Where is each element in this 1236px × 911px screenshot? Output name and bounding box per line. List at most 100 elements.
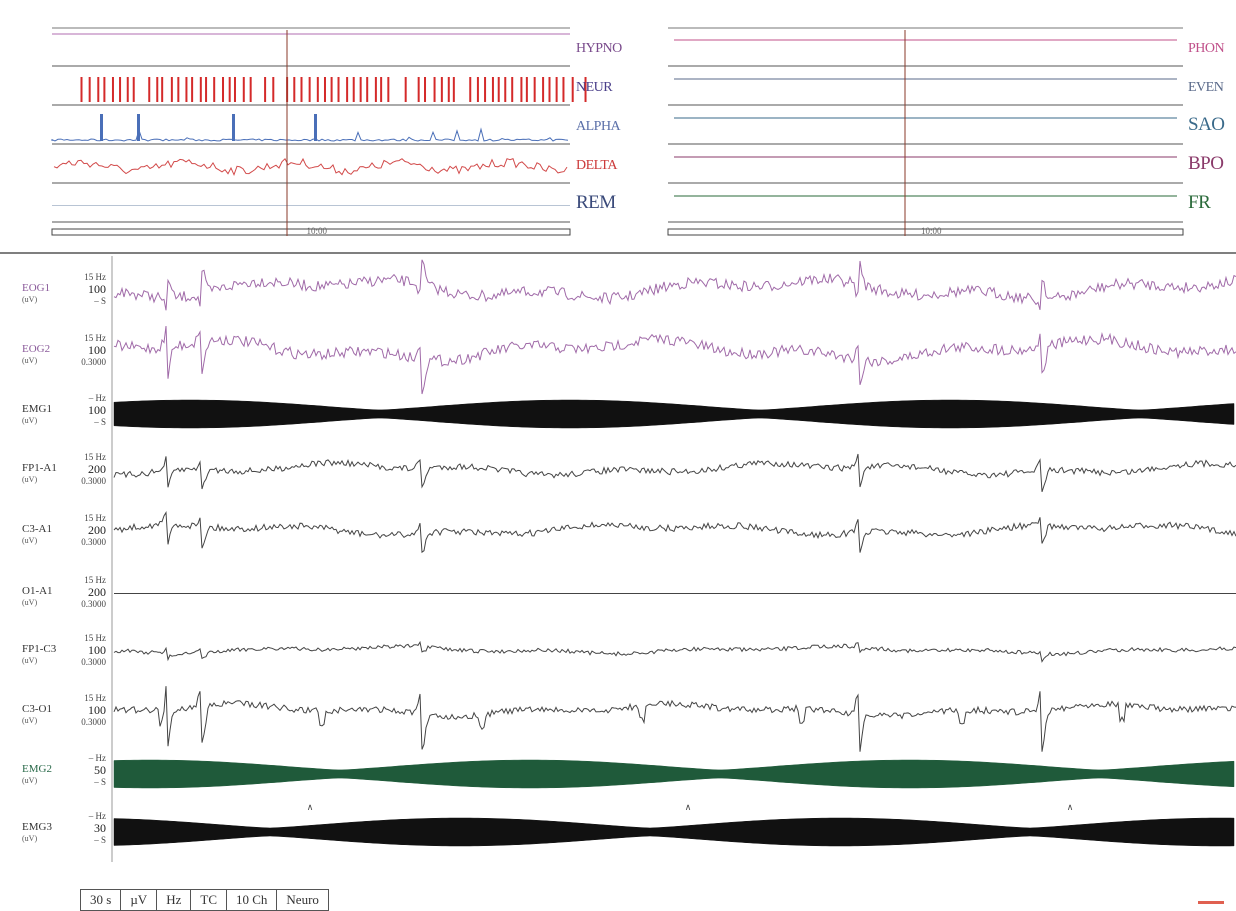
neur-event-bar [562, 77, 565, 102]
neur-event-bar [346, 77, 349, 102]
neur-event-bar [205, 77, 208, 102]
neur-event-bar [525, 77, 528, 102]
alpha-spike [137, 114, 140, 141]
scale-mid: 100 [88, 403, 106, 417]
channel-scale-emg3[interactable]: – Hz 30– S [74, 812, 106, 848]
trace-eog1 [113, 259, 1236, 311]
channel-label-c3o1[interactable]: C3-O1 (uV) [22, 704, 52, 726]
scale-mid: 100 [88, 703, 106, 717]
neur-event-bar [170, 77, 173, 102]
scale-mid: 200 [88, 584, 106, 599]
scale-bot: 0.3000 [81, 598, 106, 609]
neur-event-bar [476, 77, 479, 102]
amplitude-button[interactable]: µV [121, 890, 158, 910]
channel-label-emg2[interactable]: EMG2 (uV) [22, 764, 52, 786]
neur-event-bar [417, 77, 420, 102]
scale-top: 15 Hz [84, 333, 106, 343]
neur-event-bar [504, 77, 507, 102]
channel-name: EOG1 [22, 282, 51, 294]
channel-unit: (uV) [22, 656, 38, 665]
channel-name: EOG2 [22, 343, 51, 355]
left-track-label-hypno: HYPNO [576, 41, 622, 56]
neur-event-bar [111, 77, 114, 102]
channel-label-fp1c3[interactable]: FP1-C3 (uV) [22, 644, 56, 666]
neur-event-bar [555, 77, 558, 102]
neur-event-bar [161, 77, 164, 102]
channel-scale-fp1a1[interactable]: 15 Hz 200 0.3000 [74, 453, 106, 489]
neur-event-bar [233, 77, 236, 102]
trace-fp1a1 [113, 453, 1236, 493]
neur-event-bar [148, 77, 151, 102]
channel-label-emg3[interactable]: EMG3 (uV) [22, 822, 52, 844]
neur-event-bar [548, 77, 551, 102]
scale-mid: 200 [88, 462, 106, 476]
scale-mid: 100 [88, 282, 106, 296]
channel-unit: (uV) [22, 356, 38, 365]
montage-button[interactable]: Neuro [277, 890, 328, 910]
channel-label-emg1[interactable]: EMG1 (uV) [22, 404, 52, 426]
channel-scale-fp1c3[interactable]: 15 Hz 100 0.3000 [74, 634, 106, 670]
left-timebar[interactable] [51, 228, 571, 236]
channel-scale-eog2[interactable]: 15 Hz 100 0.3000 [74, 334, 106, 370]
channel-label-eog2[interactable]: EOG2 (uV) [22, 344, 50, 366]
neur-event-bar [156, 77, 159, 102]
neur-event-bar [126, 77, 129, 102]
emg-envelope-emg2 [113, 759, 1235, 789]
left-track-label-delta: DELTA [576, 158, 617, 173]
neur-event-bar [511, 77, 514, 102]
channel-label-o1a1[interactable]: O1-A1 (uV) [22, 584, 53, 608]
neur-event-bar [103, 77, 106, 102]
scale-top: 15 Hz [84, 513, 106, 523]
scale-bot: 0.3000 [81, 657, 106, 667]
event-marker-icon[interactable]: ∧ [306, 802, 314, 812]
neur-event-bar [222, 77, 225, 102]
channel-label-fp1a1[interactable]: FP1-A1 (uV) [22, 463, 57, 485]
event-marker-icon[interactable]: ∧ [1066, 802, 1074, 812]
channel-scale-eog1[interactable]: 15 Hz 100– S [74, 273, 106, 309]
channel-count-button[interactable]: 10 Ch [227, 890, 278, 910]
channel-name: C3-A1 [22, 523, 52, 535]
channel-scale-c3o1[interactable]: 15 Hz 100 0.3000 [74, 694, 106, 730]
scale-top: 15 Hz [84, 633, 106, 643]
toolbar: 30 s µV Hz TC 10 Ch Neuro [80, 889, 329, 911]
scale-mid: 100 [88, 643, 106, 657]
neur-event-bar [404, 77, 407, 102]
neur-event-bar [185, 77, 188, 102]
filter-hz-button[interactable]: Hz [157, 890, 192, 910]
scale-top: 15 Hz [84, 452, 106, 462]
channel-unit: (uV) [22, 475, 38, 484]
neur-event-bar [584, 77, 587, 102]
channel-unit: (uV) [22, 776, 38, 785]
timebase-button[interactable]: 30 s [81, 890, 122, 910]
scale-bot: 0.3000 [81, 717, 106, 727]
left-timebar-label: 10:00 [306, 226, 327, 236]
channel-name: O1-A1 [22, 584, 53, 597]
scale-mid: 100 [88, 343, 106, 357]
right-timebar[interactable] [667, 228, 1184, 236]
scale-mid: 200 [88, 523, 106, 537]
emg-envelope-emg1 [113, 399, 1235, 429]
right-track-label-fr: FR [1188, 192, 1211, 213]
event-marker-icon[interactable]: ∧ [684, 802, 692, 812]
channel-scale-emg2[interactable]: – Hz 50– S [74, 754, 106, 790]
channel-unit: (uV) [22, 597, 38, 607]
scale-bot: 0.3000 [81, 537, 106, 547]
neur-event-bar [316, 77, 319, 102]
neur-event-bar [97, 77, 100, 102]
channel-scale-emg1[interactable]: – Hz 100– S [74, 394, 106, 430]
channel-label-eog1[interactable]: EOG1 (uV) [22, 283, 50, 305]
channel-scale-o1a1[interactable]: 15 Hz 200 0.3000 [74, 575, 106, 612]
right-track-label-even: EVEN [1188, 80, 1224, 95]
emg-envelope-emg3 [113, 817, 1235, 847]
time-constant-button[interactable]: TC [191, 890, 227, 910]
neur-event-bar [387, 77, 390, 102]
channel-label-c3a1[interactable]: C3-A1 (uV) [22, 524, 52, 546]
neur-event-bar [199, 77, 202, 102]
channel-unit: (uV) [22, 416, 38, 425]
channel-name: EMG3 [22, 821, 52, 833]
channel-scale-c3a1[interactable]: 15 Hz 200 0.3000 [74, 514, 106, 550]
alpha-trace [51, 127, 569, 142]
neur-event-bar [293, 77, 296, 102]
alpha-spike [314, 114, 317, 141]
